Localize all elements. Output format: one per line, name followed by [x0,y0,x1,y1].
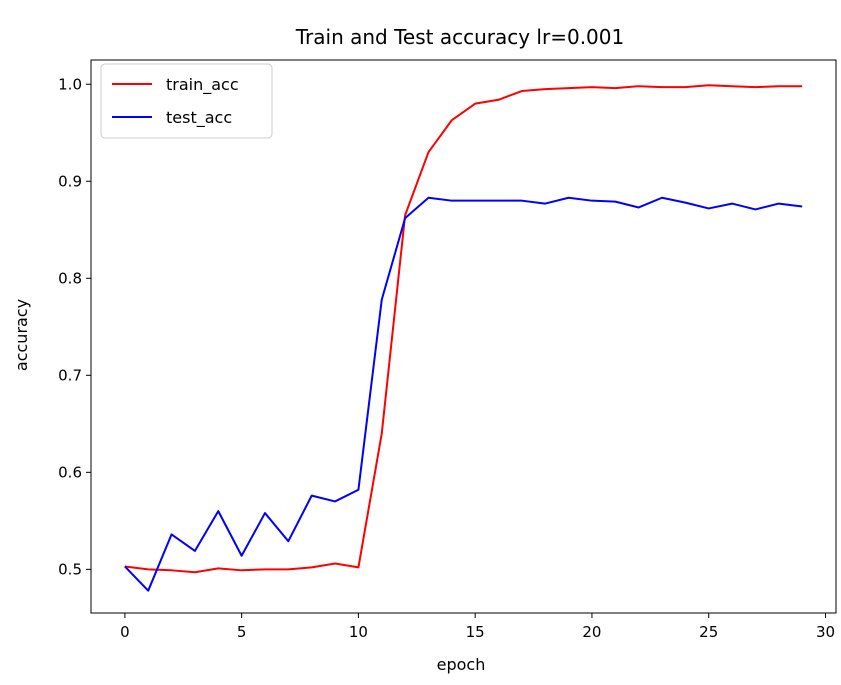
legend-label-train-acc: train_acc [166,75,239,95]
series-line-test-acc [124,196,803,592]
x-tick-label: 25 [699,623,718,641]
x-tick-label: 20 [582,623,601,641]
axis-ticks: 0 5 10 15 20 25 30 0.5 0.6 0.7 0.8 0.9 1.0 [58,75,835,641]
legend: train_acc test_acc [100,63,273,139]
y-tick-label: 0.5 [58,560,82,578]
x-tick-label: 5 [237,623,247,641]
x-tick-label: 10 [349,623,368,641]
y-tick-label: 0.6 [58,463,82,481]
x-tick-label: 30 [816,623,835,641]
legend-label-test-acc: test_acc [166,108,232,128]
legend-box [100,63,273,139]
y-tick-label: 0.7 [58,366,82,384]
plot-area [90,59,837,614]
x-tick-label: 15 [466,623,485,641]
plot-frame [90,59,837,614]
y-tick-label: 0.9 [58,172,82,190]
x-axis-label: epoch [437,655,486,674]
y-tick-label: 0.8 [58,269,82,287]
chart-title: Train and Test accuracy lr=0.001 [295,25,624,49]
x-tick-label: 0 [120,623,130,641]
y-tick-label: 1.0 [58,75,82,93]
series-line-train-acc [124,84,803,574]
y-axis-label: accuracy [12,299,31,371]
